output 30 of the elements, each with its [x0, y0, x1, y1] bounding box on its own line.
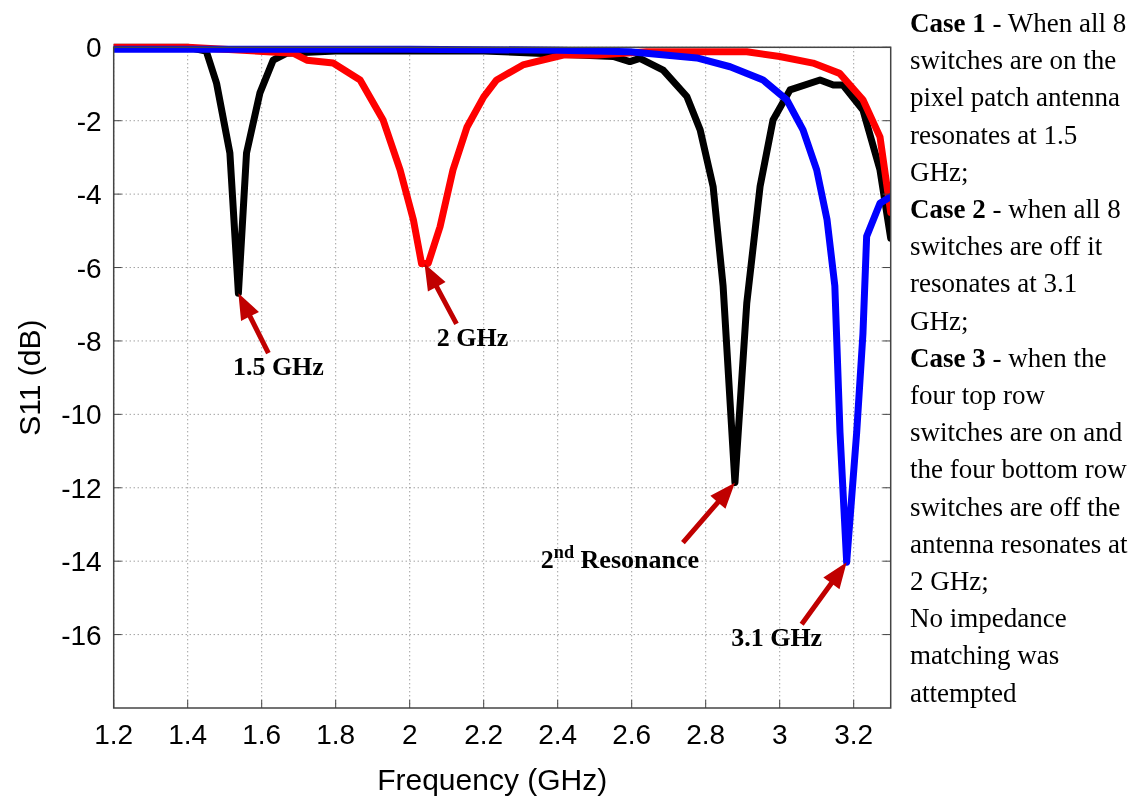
annotation: 1.5 GHz	[232, 352, 324, 382]
x-tick-label: 2.6	[612, 719, 652, 750]
x-tick-label: 3.2	[834, 719, 874, 750]
y-tick-label: -6	[76, 252, 102, 284]
text: Case 2 - when all 8 switches are off it resonates at 3.1 GHz;	[910, 194, 1121, 336]
x-tick-label: 2.2	[464, 719, 504, 750]
x-tick-label: 2.4	[538, 719, 578, 750]
text: Case 1 - When all 8 switches are on the pixel patch antenna resonates at 1.5 GHz;	[910, 8, 1127, 187]
x-tick-label: 3	[771, 719, 788, 750]
y-axis-title: S11 (dB)	[13, 319, 46, 436]
y-tick-label: -2	[76, 105, 102, 137]
x-tick-label: 2.8	[686, 719, 726, 750]
x-tick-label: 1.8	[316, 719, 356, 750]
x-tick-label: 1.4	[168, 719, 208, 750]
x-tick-label: 1.6	[242, 719, 282, 750]
y-tick-label: -10	[61, 399, 102, 431]
y-tick-label: -16	[61, 619, 102, 651]
x-tick-label: 1.2	[94, 719, 134, 750]
text: No impedance matching was attempted	[910, 603, 1067, 708]
annotation: 3.1 GHz	[731, 623, 823, 653]
text: Case 3 - when the four top row switches are on and the four bottom row switches are off the antenna resonates at 2 GHz;	[910, 342, 1128, 596]
y-tick-label: -8	[76, 325, 102, 357]
y-tick-label: 0	[86, 32, 102, 64]
y-tick-label: -4	[76, 179, 102, 211]
annotation: 2 GHz	[436, 322, 509, 352]
x-tick-label: 2	[401, 719, 418, 750]
y-tick-label: -12	[61, 472, 102, 504]
x-axis-title: Frequency (GHz)	[377, 763, 608, 796]
annotation: 2$^{nd}$ Resonance	[540, 541, 700, 574]
y-tick-label: -14	[61, 546, 102, 578]
